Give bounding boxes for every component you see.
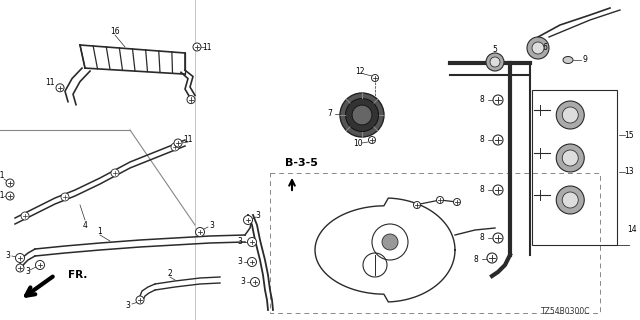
Text: 16: 16 [110, 27, 120, 36]
Circle shape [493, 185, 503, 195]
Circle shape [563, 150, 579, 166]
Circle shape [193, 43, 201, 51]
Text: 8: 8 [479, 135, 484, 145]
Text: 9: 9 [582, 55, 588, 65]
Text: 5: 5 [493, 45, 497, 54]
Text: 11: 11 [183, 135, 193, 145]
Circle shape [556, 101, 584, 129]
Text: 14: 14 [627, 226, 637, 235]
Text: TZ54B0300C: TZ54B0300C [541, 308, 590, 316]
Circle shape [493, 233, 503, 243]
Circle shape [250, 277, 259, 286]
Circle shape [187, 96, 195, 104]
Circle shape [454, 198, 461, 205]
Circle shape [136, 296, 144, 304]
Text: 3: 3 [237, 258, 243, 267]
Bar [532, 90, 617, 245]
Circle shape [243, 215, 253, 225]
Text: 10: 10 [353, 139, 363, 148]
Circle shape [35, 260, 45, 269]
Bar [270, 173, 600, 313]
Circle shape [436, 196, 444, 204]
Text: 1: 1 [98, 228, 102, 236]
Text: 12: 12 [355, 68, 365, 76]
Circle shape [15, 253, 24, 262]
Text: FR.: FR. [68, 270, 88, 280]
Text: 6: 6 [543, 44, 547, 52]
Text: 8: 8 [479, 95, 484, 105]
Circle shape [369, 137, 376, 143]
Circle shape [56, 84, 64, 92]
Circle shape [493, 95, 503, 105]
Circle shape [174, 139, 182, 147]
Text: 15: 15 [624, 131, 634, 140]
Circle shape [6, 179, 14, 187]
Text: 3: 3 [209, 221, 214, 230]
Circle shape [413, 202, 420, 209]
Text: B-3-5: B-3-5 [285, 158, 318, 168]
Circle shape [563, 107, 579, 123]
Text: 8: 8 [479, 234, 484, 243]
Text: 8: 8 [474, 255, 478, 265]
Circle shape [171, 143, 179, 151]
Circle shape [563, 192, 579, 208]
Circle shape [61, 193, 69, 201]
Circle shape [248, 258, 257, 267]
Text: 11: 11 [0, 191, 4, 201]
Text: 11: 11 [0, 171, 4, 180]
Text: 11: 11 [202, 43, 212, 52]
Circle shape [487, 253, 497, 263]
Circle shape [16, 264, 24, 272]
Circle shape [556, 144, 584, 172]
Circle shape [248, 237, 257, 246]
Circle shape [371, 75, 378, 82]
Text: 4: 4 [83, 221, 88, 230]
Circle shape [6, 192, 14, 200]
Circle shape [382, 234, 398, 250]
Circle shape [340, 93, 384, 137]
Circle shape [346, 99, 378, 132]
Text: 3: 3 [237, 237, 243, 246]
Circle shape [556, 186, 584, 214]
Circle shape [527, 37, 549, 59]
Text: 3: 3 [6, 252, 10, 260]
Text: 3: 3 [255, 212, 260, 220]
Circle shape [21, 212, 29, 220]
Circle shape [493, 135, 503, 145]
Text: 2: 2 [168, 269, 172, 278]
Text: 3: 3 [241, 277, 245, 286]
Ellipse shape [563, 57, 573, 63]
Text: 7: 7 [328, 109, 332, 118]
Text: 3: 3 [125, 301, 131, 310]
Text: 13: 13 [624, 167, 634, 177]
Circle shape [490, 57, 500, 67]
Circle shape [111, 169, 119, 177]
Text: 3: 3 [26, 268, 31, 276]
Circle shape [486, 53, 504, 71]
Text: 8: 8 [479, 186, 484, 195]
Circle shape [532, 42, 544, 54]
Text: 11: 11 [45, 78, 55, 87]
Circle shape [195, 228, 205, 236]
Circle shape [352, 105, 372, 125]
